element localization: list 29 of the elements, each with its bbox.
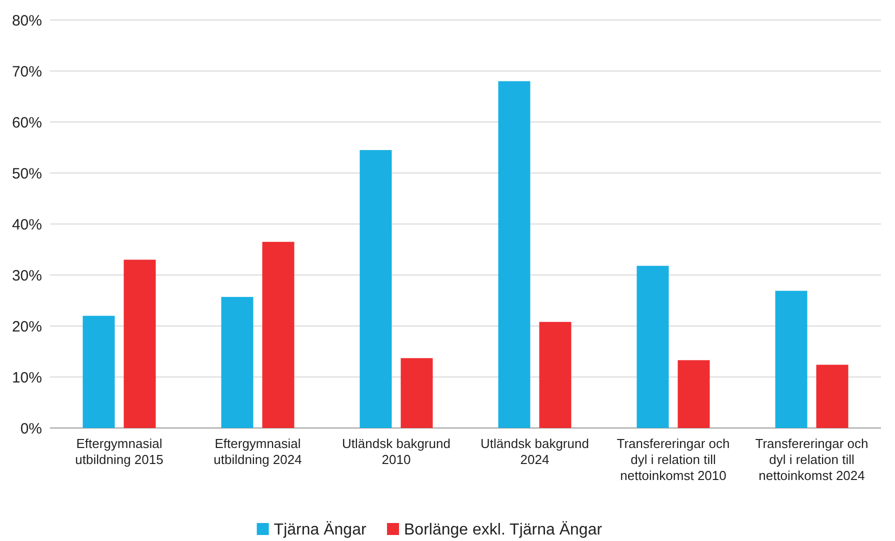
bar: [498, 81, 530, 428]
bar: [262, 242, 294, 428]
x-tick-label: Transfereringar och dyl i relation till nettoinkomst 2024: [755, 436, 868, 483]
y-tick-label: 10%: [12, 369, 42, 386]
y-tick-label: 70%: [12, 63, 42, 80]
x-tick-label: Transfereringar och dyl i relation till nettoinkomst 2010: [616, 436, 730, 483]
bar: [360, 150, 392, 428]
y-tick-label: 50%: [12, 165, 42, 182]
x-tick-label: Eftergymnasial utbildning 2015: [75, 436, 164, 467]
x-tick-label: Utländsk bakgrund 2010: [342, 436, 450, 467]
bar: [539, 322, 572, 428]
bar: [221, 296, 254, 428]
y-tick-label: 20%: [12, 318, 42, 336]
y-tick-label: 40%: [12, 216, 42, 234]
x-tick-label: Eftergymnasial utbildning 2024: [214, 436, 302, 467]
legend-label: Borlänge exkl. Tjärna Ängar: [404, 520, 603, 539]
y-tick-label: 80%: [12, 12, 42, 30]
bar: [636, 266, 669, 428]
y-tick-label: 30%: [12, 267, 42, 284]
bar: [678, 360, 710, 428]
x-tick-label: Utländsk bakgrund 2024: [480, 436, 589, 467]
bar: [400, 358, 433, 428]
bar: [775, 290, 808, 428]
y-tick-label: 0%: [20, 420, 42, 438]
bar: [82, 316, 115, 428]
y-tick-label: 60%: [12, 114, 42, 132]
bar: [124, 260, 156, 428]
bar: [816, 364, 848, 428]
legend-label: Tjärna Ängar: [274, 520, 367, 539]
